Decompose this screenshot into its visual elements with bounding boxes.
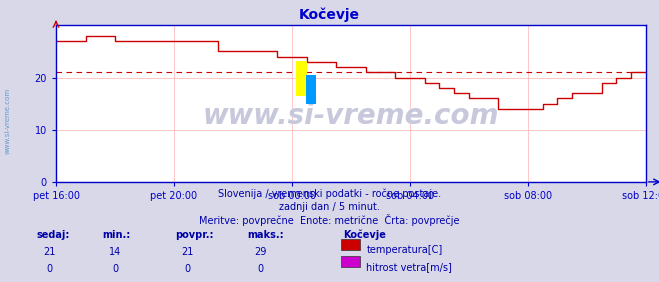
Text: temperatura[C]: temperatura[C]	[366, 245, 443, 255]
Text: 14: 14	[109, 247, 121, 257]
Text: 21: 21	[43, 247, 55, 257]
Text: 0: 0	[185, 264, 191, 274]
Text: 0: 0	[46, 264, 53, 274]
Text: Slovenija / vremenski podatki - ročne postaje.: Slovenija / vremenski podatki - ročne po…	[218, 189, 441, 199]
Text: Kočevje: Kočevje	[299, 7, 360, 21]
Bar	[306, 76, 316, 103]
Text: Meritve: povprečne  Enote: metrične  Črta: povprečje: Meritve: povprečne Enote: metrične Črta:…	[199, 214, 460, 226]
Text: min.:: min.:	[102, 230, 130, 240]
Text: povpr.:: povpr.:	[175, 230, 213, 240]
Text: www.si-vreme.com: www.si-vreme.com	[203, 102, 499, 130]
Text: sedaj:: sedaj:	[36, 230, 70, 240]
Text: 0: 0	[257, 264, 264, 274]
Text: 21: 21	[182, 247, 194, 257]
Text: zadnji dan / 5 minut.: zadnji dan / 5 minut.	[279, 202, 380, 212]
Text: Kočevje: Kočevje	[343, 230, 386, 240]
Bar	[296, 61, 306, 96]
Text: 0: 0	[112, 264, 119, 274]
Text: 29: 29	[254, 247, 266, 257]
Text: www.si-vreme.com: www.si-vreme.com	[5, 88, 11, 154]
Text: maks.:: maks.:	[247, 230, 284, 240]
Text: hitrost vetra[m/s]: hitrost vetra[m/s]	[366, 262, 452, 272]
